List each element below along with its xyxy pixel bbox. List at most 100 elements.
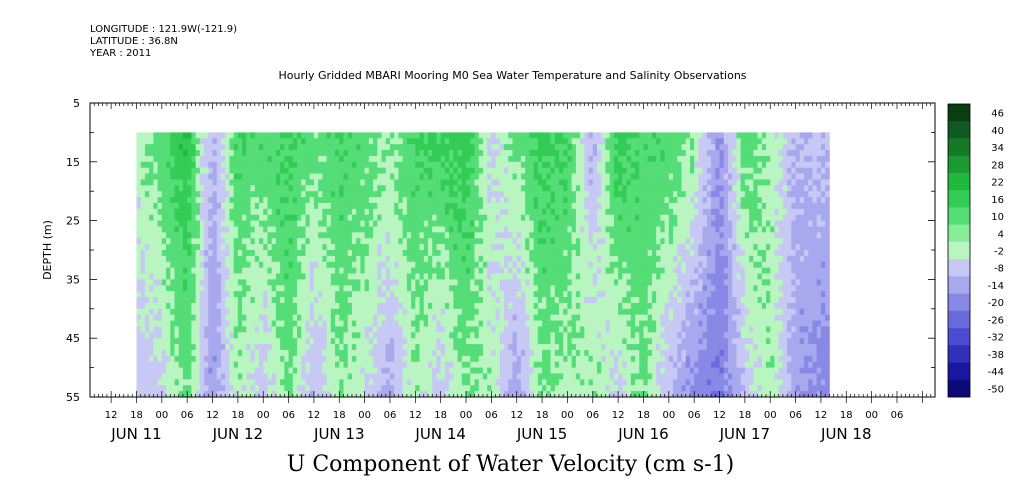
heatmap-cell (415, 214, 420, 221)
heatmap-cell (406, 367, 412, 374)
heatmap-cell (301, 367, 306, 374)
heatmap-cell (356, 179, 361, 186)
heatmap-cell (546, 208, 551, 216)
heatmap-cell (381, 255, 387, 263)
heatmap-cell (356, 314, 361, 321)
heatmap-cell (508, 385, 513, 392)
heatmap-cell (491, 155, 496, 163)
heatmap-cell (444, 344, 450, 351)
heatmap-cell (237, 261, 243, 269)
heatmap-cell (275, 232, 281, 239)
heatmap-cell (588, 138, 594, 145)
heatmap-cell (558, 367, 564, 374)
heatmap-cell (563, 132, 568, 139)
heatmap-cell (259, 308, 264, 316)
heatmap-cell (411, 297, 416, 304)
heatmap-cell (318, 185, 323, 192)
heatmap-cell (144, 220, 150, 227)
heatmap-cell (516, 214, 522, 221)
heatmap-cell (195, 232, 201, 239)
heatmap-cell (233, 297, 239, 304)
heatmap-cell (373, 385, 378, 392)
heatmap-cell (584, 373, 589, 380)
heatmap-cell (208, 232, 213, 239)
heatmap-cell (267, 308, 273, 316)
heatmap-cell (322, 226, 328, 233)
heatmap-cell (220, 285, 226, 292)
heatmap-cell (373, 250, 378, 257)
heatmap-cell (385, 379, 391, 386)
heatmap-cell (478, 255, 484, 263)
heatmap-cell (309, 349, 315, 357)
heatmap-cell (478, 144, 484, 151)
heatmap-cell (487, 379, 492, 386)
heatmap-cell (436, 232, 442, 239)
heatmap-cell (373, 297, 378, 304)
heatmap-cell (292, 232, 298, 239)
heatmap-cell (419, 344, 425, 351)
heatmap-cell (326, 132, 332, 139)
heatmap-cell (216, 226, 222, 233)
heatmap-cell (259, 302, 264, 310)
heatmap-cell (237, 326, 243, 333)
heatmap-cell (166, 361, 171, 368)
heatmap-cell (212, 132, 218, 139)
heatmap-cell (292, 349, 298, 357)
heatmap-cell (373, 232, 378, 239)
heatmap-cell (537, 285, 543, 292)
heatmap-cell (284, 250, 289, 257)
heatmap-cell (191, 173, 197, 180)
heatmap-cell (267, 314, 273, 321)
heatmap-cell (394, 367, 399, 374)
heatmap-cell (597, 267, 602, 274)
heatmap-cell (575, 273, 581, 280)
heatmap-cell (170, 320, 175, 327)
heatmap-cell (318, 197, 323, 204)
heatmap-cell (402, 255, 408, 263)
heatmap-cell (174, 250, 180, 257)
heatmap-cell (389, 161, 395, 169)
heatmap-cell (254, 355, 260, 363)
heatmap-cell (558, 373, 564, 380)
heatmap-cell (440, 355, 446, 363)
heatmap-cell (339, 179, 344, 186)
heatmap-cell (309, 191, 315, 198)
heatmap-cell (174, 349, 180, 357)
heatmap-cell (242, 150, 247, 157)
heatmap-cell (153, 185, 158, 192)
heatmap-cell (284, 385, 289, 392)
heatmap-cell (394, 150, 399, 157)
heatmap-cell (347, 173, 353, 180)
heatmap-cell (432, 144, 437, 151)
heatmap-cell (259, 291, 264, 298)
heatmap-cell (491, 220, 496, 227)
heatmap-cell (601, 179, 606, 186)
heatmap-cell (571, 326, 577, 333)
heatmap-cell (516, 320, 522, 327)
heatmap-cell (580, 191, 585, 198)
heatmap-cell (250, 326, 256, 333)
heatmap-cell (558, 391, 564, 398)
heatmap-cell (516, 338, 522, 345)
heatmap-cell (373, 302, 378, 310)
heatmap-cell (161, 344, 167, 351)
heatmap-cell (546, 332, 551, 339)
heatmap-cell (356, 367, 361, 374)
heatmap-cell (558, 279, 564, 286)
heatmap-cell (229, 255, 235, 263)
heatmap-cell (216, 185, 222, 192)
heatmap-cell (237, 349, 243, 357)
heatmap-cell (220, 161, 226, 169)
heatmap-cell (398, 273, 404, 280)
heatmap-cell (525, 191, 530, 198)
heatmap-cell (563, 314, 568, 321)
heatmap-cell (216, 138, 222, 145)
heatmap-cell (360, 261, 366, 269)
heatmap-cell (330, 308, 336, 316)
heatmap-cell (381, 155, 387, 163)
heatmap-cell (237, 220, 243, 227)
heatmap-cell (533, 202, 539, 210)
heatmap-cell (546, 161, 551, 169)
heatmap-cell (558, 326, 564, 333)
heatmap-cell (389, 302, 395, 310)
